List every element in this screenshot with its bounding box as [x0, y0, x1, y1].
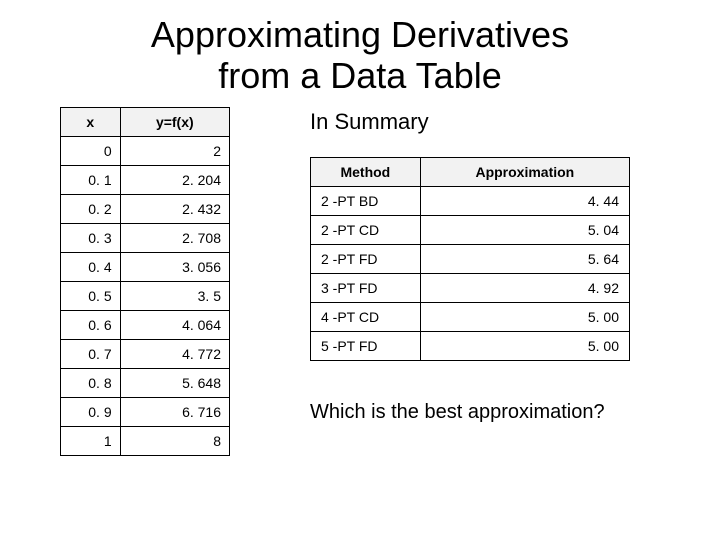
cell-y: 2. 204	[120, 165, 229, 194]
table-row: 5 -PT FD5. 00	[311, 331, 630, 360]
question-text: Which is the best approximation?	[310, 361, 680, 424]
summary-panel: In Summary Method Approximation 2 -PT BD…	[240, 107, 680, 456]
cell-y: 4. 772	[120, 339, 229, 368]
cell-x: 0. 2	[61, 194, 121, 223]
summary-heading: In Summary	[310, 109, 680, 157]
cell-approx: 4. 92	[420, 273, 629, 302]
cell-approx: 5. 64	[420, 244, 629, 273]
cell-y: 5. 648	[120, 368, 229, 397]
col-header-approx: Approximation	[420, 157, 629, 186]
table-row: 0. 74. 772	[61, 339, 230, 368]
cell-approx: 5. 00	[420, 331, 629, 360]
cell-x: 0. 5	[61, 281, 121, 310]
cell-y: 4. 064	[120, 310, 229, 339]
table-row: 3 -PT FD4. 92	[311, 273, 630, 302]
table-row: 0. 32. 708	[61, 223, 230, 252]
cell-x: 1	[61, 426, 121, 455]
cell-x: 0. 9	[61, 397, 121, 426]
cell-y: 3. 5	[120, 281, 229, 310]
cell-method: 4 -PT CD	[311, 302, 421, 331]
data-table-panel: x y=f(x) 02 0. 12. 204 0. 22. 432 0. 32.…	[60, 107, 240, 456]
col-header-x: x	[61, 107, 121, 136]
cell-x: 0. 4	[61, 252, 121, 281]
cell-x: 0. 8	[61, 368, 121, 397]
cell-x: 0. 7	[61, 339, 121, 368]
cell-method: 2 -PT FD	[311, 244, 421, 273]
cell-method: 5 -PT FD	[311, 331, 421, 360]
cell-y: 6. 716	[120, 397, 229, 426]
table-row: 2 -PT CD5. 04	[311, 215, 630, 244]
table-header-row: x y=f(x)	[61, 107, 230, 136]
cell-x: 0. 6	[61, 310, 121, 339]
cell-y: 8	[120, 426, 229, 455]
table-row: 0. 43. 056	[61, 252, 230, 281]
content-area: x y=f(x) 02 0. 12. 204 0. 22. 432 0. 32.…	[0, 107, 720, 456]
cell-method: 2 -PT BD	[311, 186, 421, 215]
cell-y: 2. 432	[120, 194, 229, 223]
table-row: 0. 53. 5	[61, 281, 230, 310]
table-row: 02	[61, 136, 230, 165]
cell-x: 0	[61, 136, 121, 165]
cell-method: 2 -PT CD	[311, 215, 421, 244]
cell-y: 2	[120, 136, 229, 165]
cell-y: 2. 708	[120, 223, 229, 252]
table-row: 2 -PT BD4. 44	[311, 186, 630, 215]
col-header-y: y=f(x)	[120, 107, 229, 136]
col-header-method: Method	[311, 157, 421, 186]
title-line-1: Approximating Derivatives	[151, 14, 569, 55]
summary-table: Method Approximation 2 -PT BD4. 44 2 -PT…	[310, 157, 630, 361]
table-header-row: Method Approximation	[311, 157, 630, 186]
cell-approx: 5. 00	[420, 302, 629, 331]
cell-approx: 5. 04	[420, 215, 629, 244]
cell-y: 3. 056	[120, 252, 229, 281]
cell-x: 0. 3	[61, 223, 121, 252]
slide-title: Approximating Derivatives from a Data Ta…	[0, 0, 720, 107]
table-row: 2 -PT FD5. 64	[311, 244, 630, 273]
table-row: 0. 22. 432	[61, 194, 230, 223]
table-row: 4 -PT CD5. 00	[311, 302, 630, 331]
data-table: x y=f(x) 02 0. 12. 204 0. 22. 432 0. 32.…	[60, 107, 230, 456]
table-row: 18	[61, 426, 230, 455]
table-row: 0. 85. 648	[61, 368, 230, 397]
cell-method: 3 -PT FD	[311, 273, 421, 302]
cell-x: 0. 1	[61, 165, 121, 194]
table-row: 0. 64. 064	[61, 310, 230, 339]
table-row: 0. 12. 204	[61, 165, 230, 194]
cell-approx: 4. 44	[420, 186, 629, 215]
title-line-2: from a Data Table	[218, 55, 501, 96]
table-row: 0. 96. 716	[61, 397, 230, 426]
